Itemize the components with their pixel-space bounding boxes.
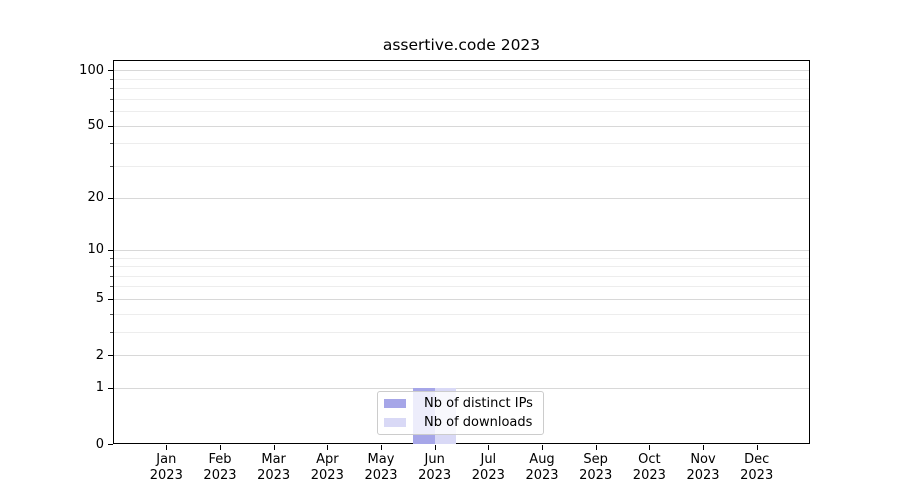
y-minor-tick xyxy=(110,88,113,90)
legend-item-downloads: Nb of downloads xyxy=(384,415,536,432)
y-gridline-major xyxy=(114,249,809,251)
x-tick-label: Jun 2023 xyxy=(418,452,452,483)
x-tick-label: Feb 2023 xyxy=(203,452,237,483)
y-minor-tick xyxy=(110,166,113,167)
legend-label-downloads: Nb of downloads xyxy=(424,415,533,431)
y-tick-label: 0 xyxy=(95,436,104,452)
y-gridline-major xyxy=(114,197,809,199)
y-minor-tick xyxy=(110,257,113,259)
plot-area xyxy=(113,60,810,444)
x-tick xyxy=(756,445,758,450)
x-tick-label: Jan 2023 xyxy=(149,452,183,483)
x-tick-label: Oct 2023 xyxy=(632,452,666,483)
y-gridline-minor xyxy=(114,88,809,90)
chart-title: assertive.code 2023 xyxy=(382,36,541,54)
x-tick xyxy=(542,445,543,450)
y-minor-tick xyxy=(110,98,113,100)
x-tick xyxy=(380,445,382,450)
y-gridline-minor xyxy=(114,266,809,268)
x-tick-label: May 2023 xyxy=(364,452,398,483)
y-minor-tick xyxy=(110,313,113,315)
x-tick xyxy=(649,445,651,450)
y-tick-label: 20 xyxy=(87,190,104,206)
y-minor-tick xyxy=(110,286,113,288)
x-tick-label: Sep 2023 xyxy=(579,452,613,483)
y-tick-label: 50 xyxy=(87,118,104,134)
legend-label-distinct-ips: Nb of distinct IPs xyxy=(424,395,533,411)
y-tick xyxy=(108,387,113,389)
x-tick xyxy=(166,445,168,450)
y-minor-tick xyxy=(110,331,113,333)
y-tick xyxy=(108,125,113,127)
y-gridline-minor xyxy=(114,257,809,259)
y-gridline-major xyxy=(114,387,809,389)
y-tick xyxy=(108,444,113,445)
y-minor-tick xyxy=(110,266,113,268)
y-gridline-minor xyxy=(114,143,809,145)
x-tick-label: Jul 2023 xyxy=(471,452,505,483)
x-tick-label: Aug 2023 xyxy=(525,452,559,483)
y-tick-label: 1 xyxy=(95,380,104,396)
y-gridline-major xyxy=(114,125,809,127)
y-minor-tick xyxy=(110,78,113,80)
x-tick xyxy=(703,445,705,450)
y-gridline-minor xyxy=(114,313,809,315)
x-tick-label: Mar 2023 xyxy=(257,452,291,483)
y-minor-tick xyxy=(110,275,113,277)
x-tick xyxy=(595,445,597,450)
y-gridline-minor xyxy=(114,286,809,288)
y-tick-label: 2 xyxy=(95,347,104,363)
y-gridline-major xyxy=(114,70,809,72)
y-tick xyxy=(108,197,113,199)
y-tick-label: 100 xyxy=(79,62,104,78)
y-minor-tick xyxy=(110,143,113,145)
legend-item-distinct-ips: Nb of distinct IPs xyxy=(384,395,536,412)
y-gridline-major xyxy=(114,355,809,357)
y-tick-label: 10 xyxy=(87,242,104,258)
y-gridline-minor xyxy=(114,166,809,167)
x-tick-label: Dec 2023 xyxy=(740,452,774,483)
x-tick-label: Nov 2023 xyxy=(686,452,720,483)
y-tick xyxy=(108,249,113,251)
x-tick xyxy=(273,445,275,450)
x-tick xyxy=(488,445,490,450)
y-gridline-minor xyxy=(114,98,809,100)
y-gridline-minor xyxy=(114,78,809,80)
x-tick-label: Apr 2023 xyxy=(310,452,344,483)
legend-swatch-downloads xyxy=(384,418,406,428)
x-tick xyxy=(327,445,329,450)
y-minor-tick xyxy=(110,111,113,113)
legend: Nb of distinct IPs Nb of downloads xyxy=(377,391,544,435)
y-tick xyxy=(108,355,113,357)
x-tick xyxy=(434,445,436,450)
y-gridline-major xyxy=(114,298,809,300)
x-tick xyxy=(219,445,221,450)
y-gridline-minor xyxy=(114,111,809,113)
y-tick xyxy=(108,298,113,300)
legend-swatch-distinct-ips xyxy=(384,398,406,408)
y-gridline-minor xyxy=(114,331,809,333)
y-tick-label: 5 xyxy=(95,291,104,307)
y-gridline-minor xyxy=(114,275,809,277)
y-tick xyxy=(108,70,113,72)
